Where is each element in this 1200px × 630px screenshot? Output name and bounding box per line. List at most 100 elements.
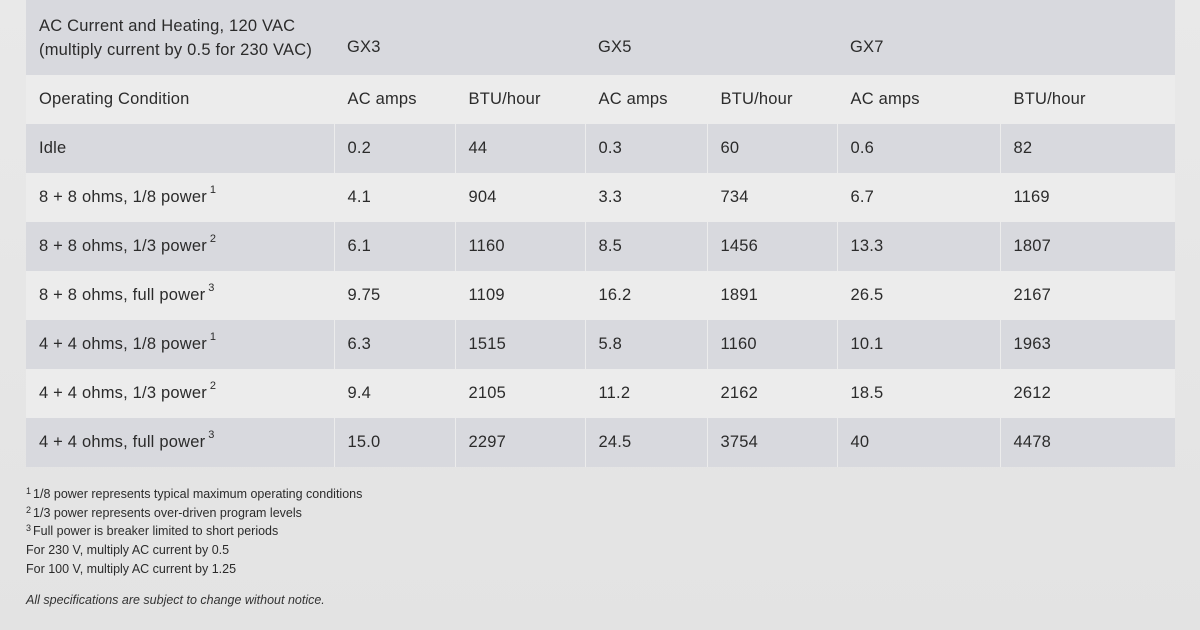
- disclaimer-text: All specifications are subject to change…: [26, 593, 325, 607]
- gx7-ac-amps-cell: 10.1: [836, 320, 1000, 369]
- model-gx3-header: GX3: [347, 38, 381, 56]
- footnote-line: 3 Full power is breaker limited to short …: [26, 522, 362, 541]
- gx7-ac-amps-cell: 13.3: [836, 222, 1000, 271]
- gx5-btu-cell: 1456: [706, 222, 837, 271]
- operating-condition-header: Operating Condition: [39, 90, 190, 108]
- gx3-ac-amps-header: AC amps: [333, 75, 455, 124]
- gx5-ac-amps-header: AC amps: [584, 75, 707, 124]
- table-row: 4 + 4 ohms, 1/8 power 1 6.3 1515 5.8 1160 10.1…: [26, 320, 1175, 369]
- footnote-number: 1: [26, 486, 32, 496]
- gx7-ac-amps-cell: 6.7: [836, 173, 1000, 222]
- condition-label: 8 + 8 ohms, full power: [39, 286, 206, 304]
- gx7-btu-cell: 1807: [999, 222, 1175, 271]
- table-row: 4 + 4 ohms, full power 3 15.0 2297 24.5 3754 4…: [26, 418, 1175, 467]
- condition-label: 8 + 8 ohms, 1/3 power: [39, 237, 207, 255]
- footnote-number: 3: [26, 523, 32, 534]
- table-row: 8 + 8 ohms, full power 3 9.75 1109 16.2 1891 2…: [26, 271, 1175, 320]
- gx5-btu-cell: 2162: [706, 369, 837, 418]
- gx5-btu-header: BTU/hour: [706, 75, 837, 124]
- gx7-ac-amps-cell: 40: [836, 418, 1000, 467]
- operating-condition-cell: 4 + 4 ohms, 1/3 power 2: [26, 369, 334, 418]
- table-title-row: AC Current and Heating, 120 VAC (multipl…: [26, 0, 1175, 75]
- gx3-ac-amps-cell: 4.1: [333, 173, 455, 222]
- gx7-btu-header: BTU/hour: [999, 75, 1175, 124]
- gx3-btu-cell: 2105: [454, 369, 585, 418]
- gx7-btu-cell: 2612: [999, 369, 1175, 418]
- gx7-btu-cell: 2167: [999, 271, 1175, 320]
- gx7-ac-amps-header: AC amps: [836, 75, 1000, 124]
- gx5-ac-amps-cell: 3.3: [584, 173, 707, 222]
- gx7-btu-cell: 4478: [999, 418, 1175, 467]
- gx3-btu-header: BTU/hour: [454, 75, 585, 124]
- gx3-btu-cell: 2297: [454, 418, 585, 467]
- footnote-text: For 230 V, multiply AC current by 0.5: [26, 543, 230, 558]
- table-row: Idle 0.2 44 0.3 60 0.6 82: [26, 124, 1175, 173]
- table-title-line-2: (multiply current by 0.5 for 230 VAC): [39, 41, 313, 59]
- footnote-text: 1/3 power represents over-driven program…: [33, 505, 302, 520]
- gx5-ac-amps-cell: 0.3: [584, 124, 707, 173]
- gx5-ac-amps-cell: 16.2: [584, 271, 707, 320]
- gx7-btu-cell: 1963: [999, 320, 1175, 369]
- gx3-ac-amps-cell: 9.75: [333, 271, 455, 320]
- table-row: 8 + 8 ohms, 1/8 power 1 4.1 904 3.3 734 6.7 116…: [26, 173, 1175, 222]
- condition-label: Idle: [39, 139, 67, 157]
- gx5-btu-cell: 3754: [706, 418, 837, 467]
- gx5-ac-amps-cell: 5.8: [584, 320, 707, 369]
- model-gx7-header: GX7: [850, 38, 884, 56]
- gx7-btu-cell: 82: [999, 124, 1175, 173]
- footnote-marker: 2: [209, 380, 217, 392]
- footnote-line: For 100 V, multiply AC current by 1.25: [26, 560, 362, 579]
- table-title: AC Current and Heating, 120 VAC (multipl…: [26, 0, 334, 75]
- gx3-btu-cell: 1160: [454, 222, 585, 271]
- gx5-btu-cell: 1160: [706, 320, 837, 369]
- footnote-text: 1/8 power represents typical maximum ope…: [33, 487, 363, 501]
- operating-condition-cell: 4 + 4 ohms, full power 3: [26, 418, 334, 467]
- gx3-btu-cell: 1515: [454, 320, 585, 369]
- column-header-row: Operating Condition AC amps BTU/hour AC …: [26, 75, 1175, 124]
- gx3-btu-cell: 44: [454, 124, 585, 173]
- gx3-btu-cell: 1109: [454, 271, 585, 320]
- footnote-marker: 1: [209, 184, 217, 196]
- condition-label: 4 + 4 ohms, full power: [39, 433, 206, 451]
- footnote-number: 2: [26, 504, 32, 515]
- footnote-line: For 230 V, multiply AC current by 0.5: [26, 541, 362, 560]
- table-row: 4 + 4 ohms, 1/3 power 2 9.4 2105 11.2 2162 18.…: [26, 369, 1175, 418]
- gx3-ac-amps-cell: 6.3: [333, 320, 455, 369]
- gx7-ac-amps-cell: 0.6: [836, 124, 1000, 173]
- gx7-btu-cell: 1169: [999, 173, 1175, 222]
- operating-condition-cell: Idle: [26, 124, 334, 173]
- footnotes: 1 1/8 power represents typical maximum op…: [26, 485, 362, 579]
- footnote-line: 2 1/3 power represents over-driven progra…: [26, 504, 362, 523]
- condition-label: 8 + 8 ohms, 1/8 power: [39, 188, 207, 206]
- gx5-btu-cell: 734: [706, 173, 837, 222]
- gx3-ac-amps-cell: 9.4: [333, 369, 455, 418]
- gx5-btu-cell: 60: [706, 124, 837, 173]
- operating-condition-cell: 4 + 4 ohms, 1/8 power 1: [26, 320, 334, 369]
- footnote-marker: 3: [208, 282, 215, 294]
- gx5-ac-amps-cell: 8.5: [584, 222, 707, 271]
- gx7-ac-amps-cell: 26.5: [836, 271, 1000, 320]
- footnote-text: For 100 V, multiply AC current by 1.25: [26, 561, 237, 576]
- condition-label: 4 + 4 ohms, 1/3 power: [39, 384, 207, 402]
- gx3-btu-cell: 904: [454, 173, 585, 222]
- gx5-ac-amps-cell: 24.5: [584, 418, 707, 467]
- footnote-line: 1 1/8 power represents typical maximum op…: [26, 485, 362, 504]
- operating-condition-cell: 8 + 8 ohms, full power 3: [26, 271, 334, 320]
- gx3-ac-amps-cell: 6.1: [333, 222, 455, 271]
- footnote-marker: 2: [209, 233, 217, 245]
- condition-label: 4 + 4 ohms, 1/8 power: [39, 335, 207, 353]
- gx3-ac-amps-cell: 15.0: [333, 418, 455, 467]
- operating-condition-cell: 8 + 8 ohms, 1/3 power 2: [26, 222, 334, 271]
- gx7-ac-amps-cell: 18.5: [836, 369, 1000, 418]
- footnote-marker: 1: [209, 331, 217, 343]
- footnote-marker: 3: [208, 429, 215, 441]
- operating-condition-cell: 8 + 8 ohms, 1/8 power 1: [26, 173, 334, 222]
- gx3-ac-amps-cell: 0.2: [333, 124, 455, 173]
- footnote-text: Full power is breaker limited to short p…: [33, 524, 279, 539]
- model-gx5-header: GX5: [598, 38, 632, 56]
- table-row: 8 + 8 ohms, 1/3 power 2 6.1 1160 8.5 1456 13.3…: [26, 222, 1175, 271]
- gx5-ac-amps-cell: 11.2: [584, 369, 707, 418]
- table-title-line-1: AC Current and Heating, 120 VAC: [39, 17, 296, 35]
- ac-current-heating-table: AC Current and Heating, 120 VAC (multipl…: [26, 0, 1175, 467]
- gx5-btu-cell: 1891: [706, 271, 837, 320]
